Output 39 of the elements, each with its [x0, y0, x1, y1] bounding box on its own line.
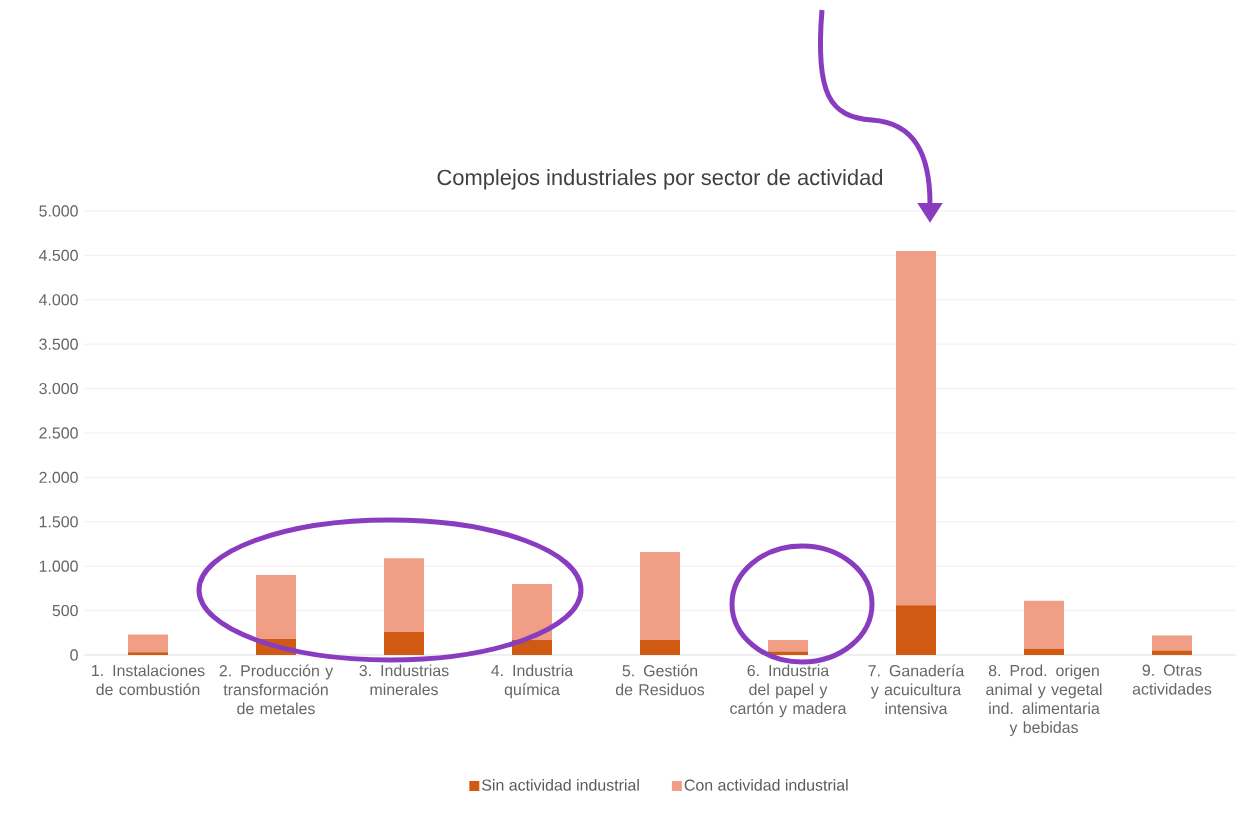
bar — [896, 605, 937, 655]
bar — [128, 634, 169, 653]
bar — [768, 639, 809, 652]
y-tick-label: 3.000 — [39, 382, 78, 395]
x-tick-label: 8. Prod. origen animal y vegetal ind. alimentaria y bebidas — [986, 664, 1102, 737]
x-tick-label: 4. Industria química — [491, 664, 574, 699]
bar — [128, 652, 169, 655]
bar — [640, 551, 681, 640]
y-tick-label: 5.000 — [39, 205, 78, 217]
legend-label: Con actividad industrial — [684, 779, 848, 791]
bar — [768, 651, 809, 655]
y-tick-label: 3.500 — [39, 338, 78, 350]
y-tick-label: 2.500 — [39, 427, 78, 439]
bar — [384, 558, 425, 632]
x-tick-label: 1. Instalaciones de combustión — [92, 664, 205, 696]
x-tick-label: 7. Ganadería y acuicultura intensiva — [868, 664, 965, 715]
bar — [1024, 600, 1065, 649]
x-tick-label: 5. Gestión de Residuos — [615, 664, 705, 696]
y-tick-label: 0 — [70, 649, 78, 661]
y-tick-label: 4.500 — [38, 249, 78, 262]
bar — [384, 631, 425, 655]
y-tick-label: 1.500 — [39, 516, 78, 528]
chart-title: Complejos industriales por sector de actividad — [437, 169, 883, 190]
legend-label: Sin actividad industrial — [482, 779, 639, 791]
bar — [640, 639, 681, 655]
bar — [256, 575, 297, 639]
bar — [1024, 648, 1065, 655]
bar — [1152, 635, 1193, 651]
bar — [896, 250, 937, 606]
x-tick-label: 6. Industria del papel y cartón y madera — [730, 664, 847, 718]
y-tick-label: 1.000 — [39, 560, 78, 572]
y-tick-label: 500 — [52, 604, 78, 617]
bar — [512, 583, 553, 640]
y-tick-label: 4.000 — [38, 294, 78, 306]
x-tick-label: 9. Otras actividades — [1132, 664, 1212, 695]
x-tick-label: 2. Producción y transformación de metales — [219, 664, 334, 715]
x-tick-label: 3. Industrias minerales — [359, 664, 449, 696]
bar — [1152, 650, 1193, 655]
y-tick-label: 2.000 — [39, 471, 78, 484]
